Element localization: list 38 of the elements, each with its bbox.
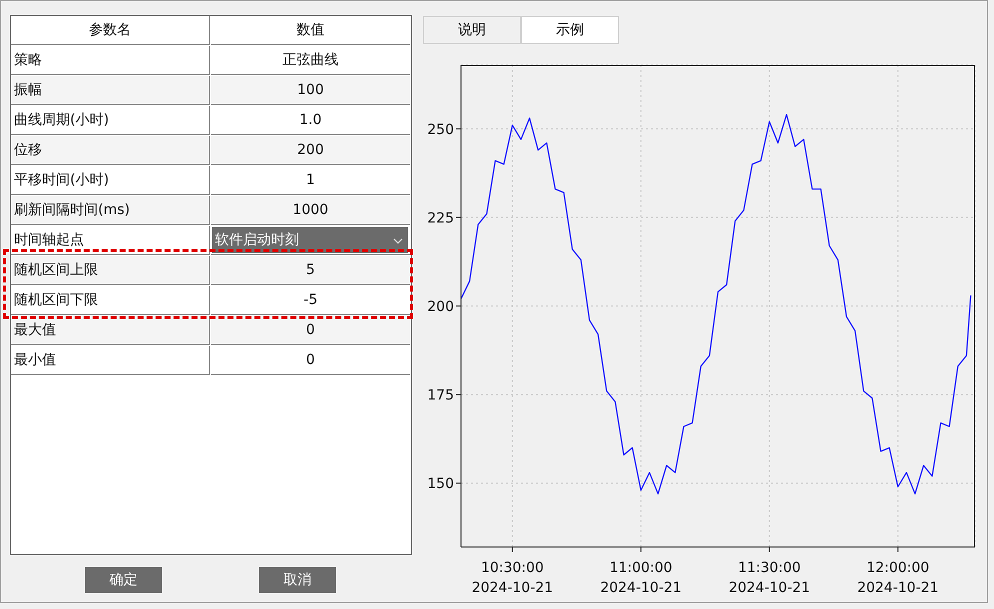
text: 振幅 xyxy=(11,76,210,105)
text: 参数名 xyxy=(11,16,210,45)
text: 曲线周期(小时) xyxy=(11,106,210,135)
text: 确定 xyxy=(85,567,162,593)
y-tick-label: 150 xyxy=(427,476,454,492)
text: 刷新间隔时间(ms) xyxy=(11,196,210,225)
text: 数值 xyxy=(211,16,410,45)
text: 取消 xyxy=(259,567,336,593)
x-tick-label: 11:30:00 2024-10-21 xyxy=(728,560,810,596)
text: 1 xyxy=(211,166,410,195)
text: 1.0 xyxy=(211,106,410,135)
y-tick-label: 225 xyxy=(427,210,454,226)
text: 100 xyxy=(211,76,410,105)
text: 随机区间上限 xyxy=(11,256,210,285)
y-tick-label: 250 xyxy=(427,122,454,138)
text: 0 xyxy=(211,316,410,345)
text: 位移 xyxy=(11,136,210,165)
text: 时间轴起点 xyxy=(11,226,210,255)
text: 最小值 xyxy=(11,346,210,375)
line-series xyxy=(461,114,972,494)
text: 软件启动时刻 xyxy=(212,227,408,253)
text: 平移时间(小时) xyxy=(11,166,210,195)
y-tick-label: 200 xyxy=(427,298,454,315)
text: -5 xyxy=(211,286,410,315)
text: 5 xyxy=(211,256,410,285)
text: 200 xyxy=(211,136,410,165)
text: 0 xyxy=(211,346,410,375)
text: 说明 xyxy=(423,16,521,44)
text: 1000 xyxy=(211,196,410,225)
text: 示例 xyxy=(521,16,619,44)
x-tick-label: 12:00:00 2024-10-21 xyxy=(857,560,939,596)
text: 策略 xyxy=(11,46,210,75)
x-tick-label: 10:30:00 2024-10-21 xyxy=(472,560,554,596)
x-tick-label: 11:00:00 2024-10-21 xyxy=(600,560,682,596)
text: 随机区间下限 xyxy=(11,286,210,315)
text: 正弦曲线 xyxy=(211,46,410,75)
text: 最大值 xyxy=(11,316,210,345)
y-tick-label: 175 xyxy=(427,388,454,404)
